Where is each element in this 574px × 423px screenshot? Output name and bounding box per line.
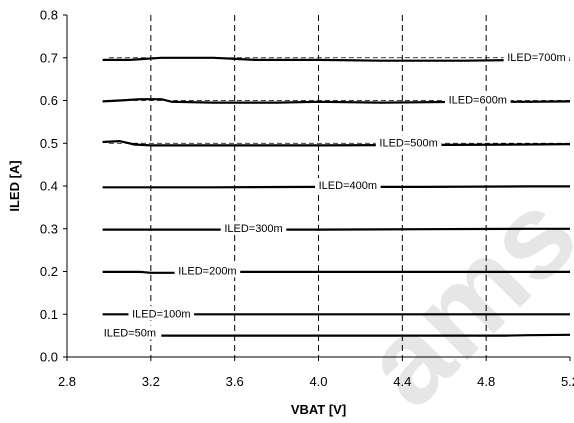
series-label-bg: [100, 325, 160, 340]
y-tick-label: 0.4: [40, 179, 58, 194]
x-tick-label: 2.8: [58, 374, 76, 389]
x-tick-label: 4.8: [477, 374, 495, 389]
y-tick-label: 0.1: [40, 307, 58, 322]
y-tick-label: 0.7: [40, 50, 58, 65]
series-label-bg: [444, 92, 511, 107]
series-group: [102, 56, 571, 337]
series-label-bg: [375, 135, 442, 150]
y-tick-label: 0.8: [40, 8, 58, 23]
series-label-bg: [220, 220, 287, 235]
watermark-text: ams: [338, 167, 574, 423]
series-label: ILED=200m: [178, 266, 236, 278]
series-line: [102, 270, 570, 274]
series-labels: ILED=700m ILED=600m ILED=500m ILED=400m ILED…: [100, 49, 570, 340]
y-tick-label: 0.5: [40, 136, 58, 151]
series-line: [161, 333, 571, 337]
x-tick-label: 4.0: [309, 374, 327, 389]
series-label-bg: [503, 49, 570, 64]
series-label: ILED=300m: [224, 223, 282, 235]
y-tick-label: 0.2: [40, 264, 58, 279]
x-tick-label: 3.2: [142, 374, 160, 389]
x-tick-label: 4.4: [393, 374, 411, 389]
series-label: ILED=700m: [507, 52, 565, 64]
x-axis-title: VBAT [V]: [291, 402, 346, 417]
y-tick-label: 0.0: [40, 350, 58, 365]
series-label: ILED=400m: [319, 180, 377, 192]
y-tick-label: 0.6: [40, 93, 58, 108]
series-line: [102, 227, 570, 231]
series-line: [102, 139, 571, 147]
series-label: ILED=500m: [379, 137, 437, 149]
series-line: [102, 56, 570, 62]
series-label-bg: [128, 306, 195, 321]
tick-labels: 0.0 0.1 0.2 0.3 0.4 0.5 0.6 0.7 0.8 2.8 3.2 3.6 4.0 4…: [40, 8, 574, 390]
y-axis-title: ILED [A]: [7, 160, 22, 211]
series-label: ILED=100m: [132, 308, 190, 320]
series-label-bg: [174, 263, 241, 278]
series-label-bg: [315, 178, 381, 192]
y-tick-label: 0.3: [40, 221, 58, 236]
x-tick-label: 3.6: [226, 374, 244, 389]
series-label: ILED=50m: [104, 327, 156, 339]
series-label: ILED=600m: [449, 95, 507, 107]
x-tick-label: 5.2: [561, 374, 574, 389]
watermark: ams: [338, 167, 574, 423]
